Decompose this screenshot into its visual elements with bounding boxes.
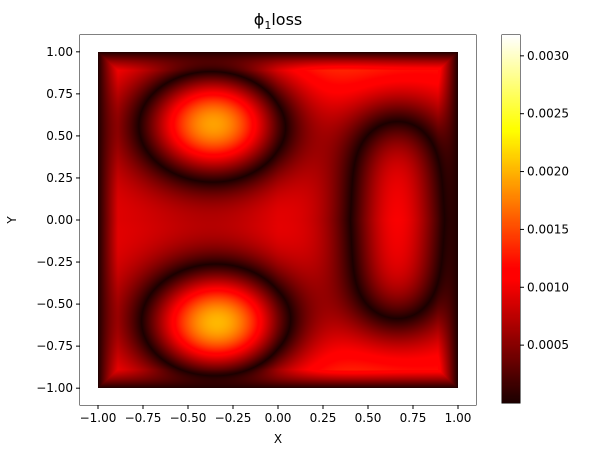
colorbar-tick-label: 0.0005: [527, 338, 569, 352]
y-tick-label: 0.50: [46, 129, 73, 143]
y-axis-label: Y: [5, 216, 19, 225]
x-axis-label: X: [274, 432, 282, 446]
colorbar-tick-label: 0.0010: [527, 280, 569, 294]
y-tick-label: 0.25: [46, 171, 73, 185]
y-axis-ticks: 1.00 0.75 0.50 0.25 0.00 −0.25 −0.50 −0.75 −1.00: [36, 45, 80, 395]
title-phi: ϕ: [254, 10, 265, 29]
colorbar-tick-label: 0.0025: [527, 107, 569, 121]
x-tick-label: −0.50: [170, 411, 207, 425]
x-tick-label: 1.00: [445, 411, 472, 425]
x-tick-label: 0.50: [355, 411, 382, 425]
title-subscript: 1: [264, 19, 271, 32]
x-tick-label: 0.75: [400, 411, 427, 425]
colorbar-tick-label: 0.0030: [527, 49, 569, 63]
heatmap-plot: [80, 35, 476, 405]
x-tick-label: −1.00: [80, 411, 117, 425]
chart-title: ϕ1loss: [254, 10, 302, 32]
y-tick-label: −0.25: [36, 255, 73, 269]
y-tick-label: 0.75: [46, 87, 73, 101]
y-tick-label: −0.75: [36, 339, 73, 353]
colorbar: [502, 35, 520, 403]
x-tick-label: −0.25: [215, 411, 252, 425]
y-tick-label: 1.00: [46, 45, 73, 59]
colorbar-tick-label: 0.0015: [527, 222, 569, 236]
x-tick-label: −0.75: [125, 411, 162, 425]
y-tick-label: −0.50: [36, 297, 73, 311]
x-tick-label: 0.25: [310, 411, 337, 425]
title-rest: loss: [271, 10, 302, 29]
colorbar-ticks: 0.0005 0.0010 0.0015 0.0020 0.0025 0.0030: [520, 49, 569, 352]
colorbar-tick-label: 0.0020: [527, 165, 569, 179]
y-tick-label: 0.00: [46, 213, 73, 227]
y-tick-label: −1.00: [36, 381, 73, 395]
x-axis-ticks: −1.00 −0.75 −0.50 −0.25 0.00 0.25 0.50 0.75 1.00: [80, 405, 472, 425]
x-tick-label: 0.00: [265, 411, 292, 425]
